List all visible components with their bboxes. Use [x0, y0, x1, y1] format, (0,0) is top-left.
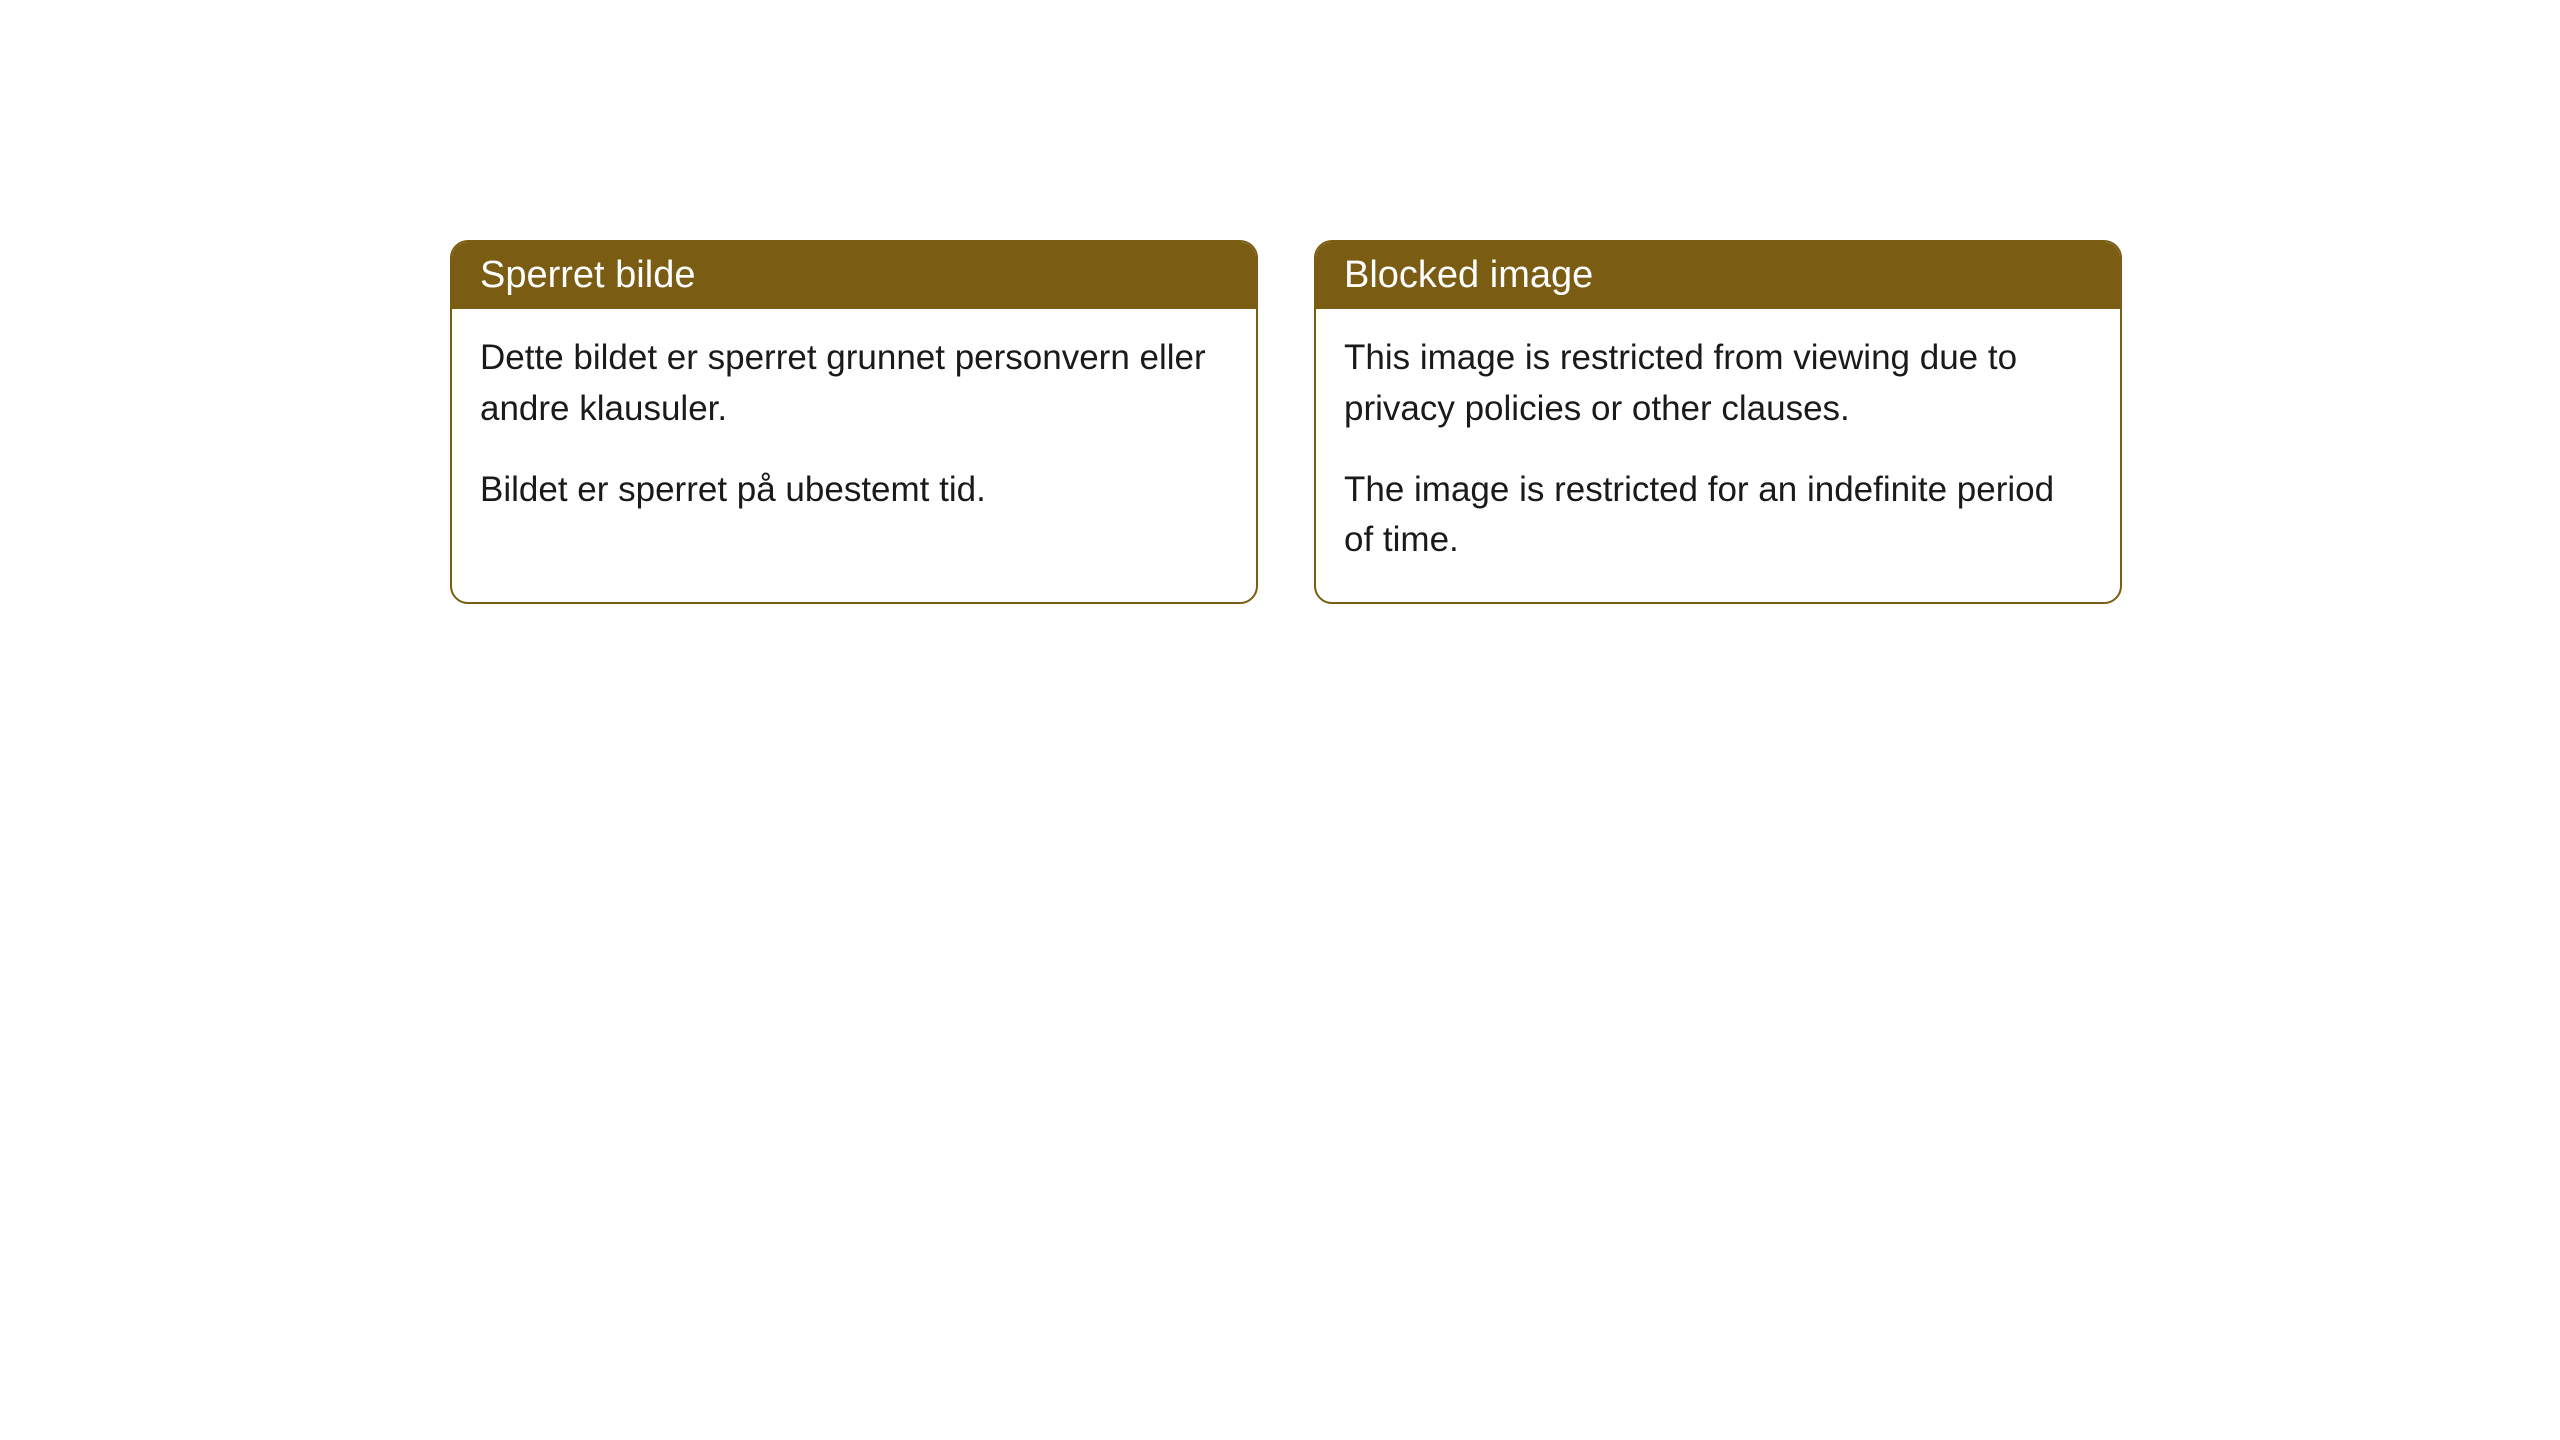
card-paragraph: This image is restricted from viewing du… — [1344, 333, 2092, 435]
card-paragraph: Dette bildet er sperret grunnet personve… — [480, 333, 1228, 435]
card-header: Blocked image — [1316, 242, 2120, 309]
card-body: Dette bildet er sperret grunnet personve… — [452, 309, 1256, 551]
notice-card-norwegian: Sperret bilde Dette bildet er sperret gr… — [450, 240, 1258, 604]
notice-card-english: Blocked image This image is restricted f… — [1314, 240, 2122, 604]
card-header: Sperret bilde — [452, 242, 1256, 309]
card-paragraph: The image is restricted for an indefinit… — [1344, 465, 2092, 567]
card-body: This image is restricted from viewing du… — [1316, 309, 2120, 602]
card-paragraph: Bildet er sperret på ubestemt tid. — [480, 465, 1228, 516]
notice-cards-container: Sperret bilde Dette bildet er sperret gr… — [450, 240, 2560, 604]
card-title: Blocked image — [1344, 254, 1593, 296]
card-title: Sperret bilde — [480, 254, 695, 296]
